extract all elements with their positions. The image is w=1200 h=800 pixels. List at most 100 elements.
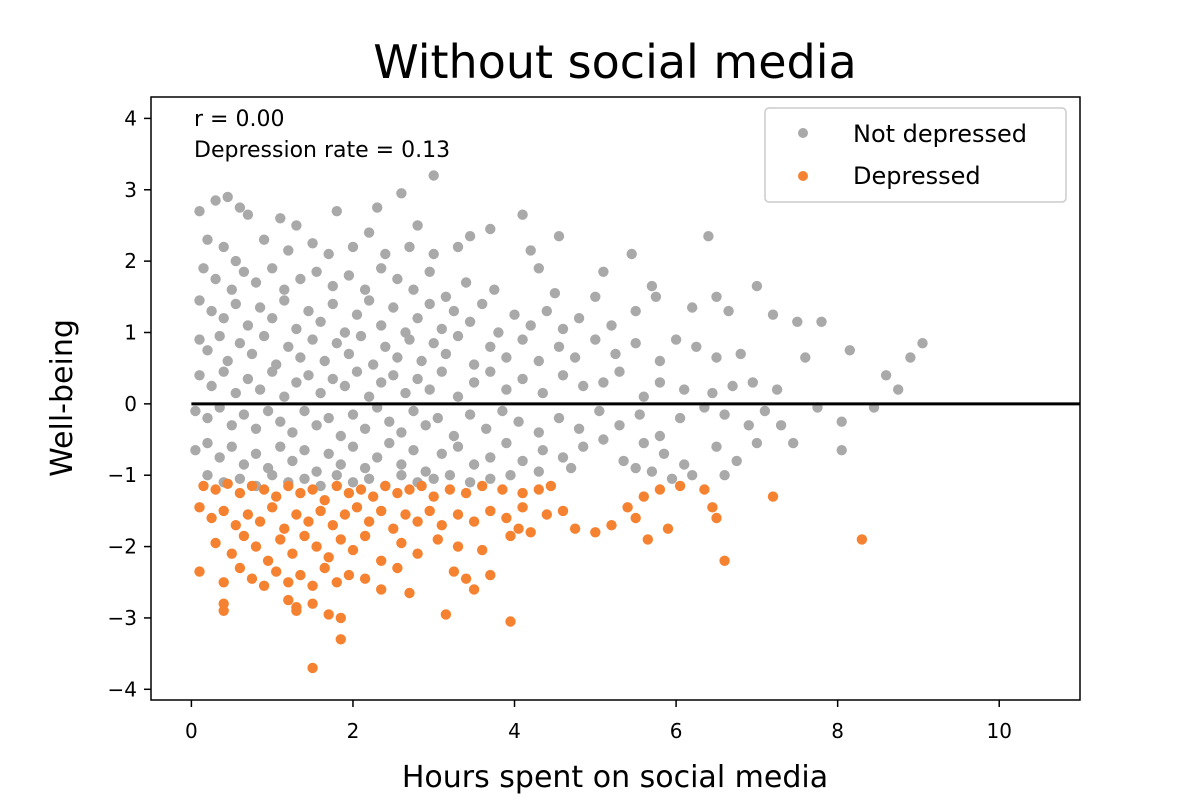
point-depressed-49 xyxy=(376,505,387,517)
point-depressed-81 xyxy=(359,530,371,542)
point-depressed-70 xyxy=(226,548,237,559)
point-not-depressed-184 xyxy=(262,405,274,417)
point-not-depressed-126 xyxy=(590,334,601,345)
point-not-depressed-204 xyxy=(533,427,544,438)
point-not-depressed-87 xyxy=(606,320,617,331)
point-depressed-43 xyxy=(303,516,314,527)
point-not-depressed-137 xyxy=(917,338,928,349)
point-depressed-58 xyxy=(501,512,512,524)
point-not-depressed-190 xyxy=(335,430,346,442)
point-not-depressed-258 xyxy=(788,437,799,449)
point-not-depressed-21 xyxy=(347,241,359,253)
point-not-depressed-263 xyxy=(267,470,278,481)
point-not-depressed-220 xyxy=(190,445,201,456)
x-tick-label-0: 0 xyxy=(185,719,198,743)
point-depressed-28 xyxy=(638,491,649,502)
point-not-depressed-55 xyxy=(646,280,658,292)
y-tick-label--1: −1 xyxy=(108,463,137,487)
point-not-depressed-70 xyxy=(363,295,375,306)
point-not-depressed-282 xyxy=(666,473,678,484)
point-not-depressed-60 xyxy=(242,320,254,331)
point-not-depressed-62 xyxy=(267,313,278,324)
point-not-depressed-238 xyxy=(408,445,419,456)
point-not-depressed-56 xyxy=(194,295,205,306)
point-not-depressed-165 xyxy=(557,370,569,381)
point-not-depressed-58 xyxy=(218,313,229,324)
point-not-depressed-259 xyxy=(202,470,213,481)
point-not-depressed-164 xyxy=(537,387,548,399)
point-not-depressed-268 xyxy=(347,477,359,488)
point-depressed-12 xyxy=(343,487,355,499)
point-depressed-57 xyxy=(485,505,496,517)
point-depressed-76 xyxy=(299,530,310,542)
point-not-depressed-80 xyxy=(493,327,504,338)
point-not-depressed-6 xyxy=(291,220,302,231)
point-depressed-18 xyxy=(416,480,427,492)
point-depressed-1 xyxy=(210,484,221,495)
point-not-depressed-182 xyxy=(238,409,250,420)
y-tick-label--3: −3 xyxy=(108,606,137,630)
point-not-depressed-67 xyxy=(327,298,338,310)
point-not-depressed-183 xyxy=(250,423,262,434)
y-axis-ticks: −4 −3 −2 −1 0 1 2 3 4 xyxy=(108,106,151,701)
point-depressed-41 xyxy=(279,523,290,534)
point-not-depressed-157 xyxy=(424,384,435,395)
point-not-depressed-223 xyxy=(226,441,237,452)
point-not-depressed-49 xyxy=(533,263,544,274)
point-not-depressed-209 xyxy=(634,409,645,420)
point-not-depressed-96 xyxy=(194,334,205,345)
point-depressed-14 xyxy=(368,491,379,502)
point-not-depressed-0 xyxy=(194,206,205,217)
point-not-depressed-252 xyxy=(658,448,670,459)
point-not-depressed-284 xyxy=(719,470,730,481)
point-not-depressed-18 xyxy=(283,245,294,256)
point-depressed-68 xyxy=(642,534,653,545)
point-not-depressed-34 xyxy=(250,277,262,288)
point-not-depressed-97 xyxy=(202,345,213,356)
point-not-depressed-48 xyxy=(489,284,500,295)
point-not-depressed-169 xyxy=(638,391,649,402)
point-depressed-119 xyxy=(323,609,334,620)
point-not-depressed-175 xyxy=(771,384,783,395)
point-depressed-106 xyxy=(376,584,387,595)
point-not-depressed-283 xyxy=(687,470,698,481)
point-depressed-9 xyxy=(307,484,318,495)
point-not-depressed-8 xyxy=(372,202,383,213)
point-not-depressed-123 xyxy=(533,355,544,367)
point-not-depressed-78 xyxy=(464,316,476,327)
point-depressed-124 xyxy=(307,662,318,674)
point-not-depressed-52 xyxy=(626,248,637,260)
point-not-depressed-76 xyxy=(436,323,447,335)
point-not-depressed-116 xyxy=(428,338,439,349)
point-depressed-42 xyxy=(291,509,302,520)
y-tick-label-2: 2 xyxy=(124,249,137,273)
point-depressed-50 xyxy=(388,523,399,534)
point-not-depressed-161 xyxy=(485,366,496,377)
point-not-depressed-38 xyxy=(311,266,322,277)
point-not-depressed-138 xyxy=(194,370,205,381)
point-depressed-91 xyxy=(719,555,730,566)
point-not-depressed-12 xyxy=(464,231,476,242)
point-depressed-37 xyxy=(230,520,241,531)
point-not-depressed-113 xyxy=(392,352,403,363)
point-not-depressed-191 xyxy=(347,409,359,420)
point-not-depressed-166 xyxy=(578,380,589,392)
point-not-depressed-181 xyxy=(226,420,237,431)
point-not-depressed-227 xyxy=(275,441,286,452)
point-not-depressed-208 xyxy=(614,420,625,431)
point-depressed-27 xyxy=(622,502,633,513)
point-not-depressed-216 xyxy=(775,420,787,431)
point-depressed-56 xyxy=(468,516,480,527)
point-not-depressed-15 xyxy=(218,241,229,253)
point-not-depressed-150 xyxy=(339,380,351,392)
point-depressed-53 xyxy=(424,505,435,517)
point-not-depressed-23 xyxy=(380,248,391,260)
point-depressed-94 xyxy=(218,577,229,588)
point-not-depressed-63 xyxy=(279,295,290,306)
point-depressed-48 xyxy=(363,516,375,527)
point-depressed-63 xyxy=(590,527,601,538)
point-not-depressed-102 xyxy=(258,330,270,342)
point-not-depressed-174 xyxy=(747,377,758,388)
point-not-depressed-255 xyxy=(731,455,742,467)
